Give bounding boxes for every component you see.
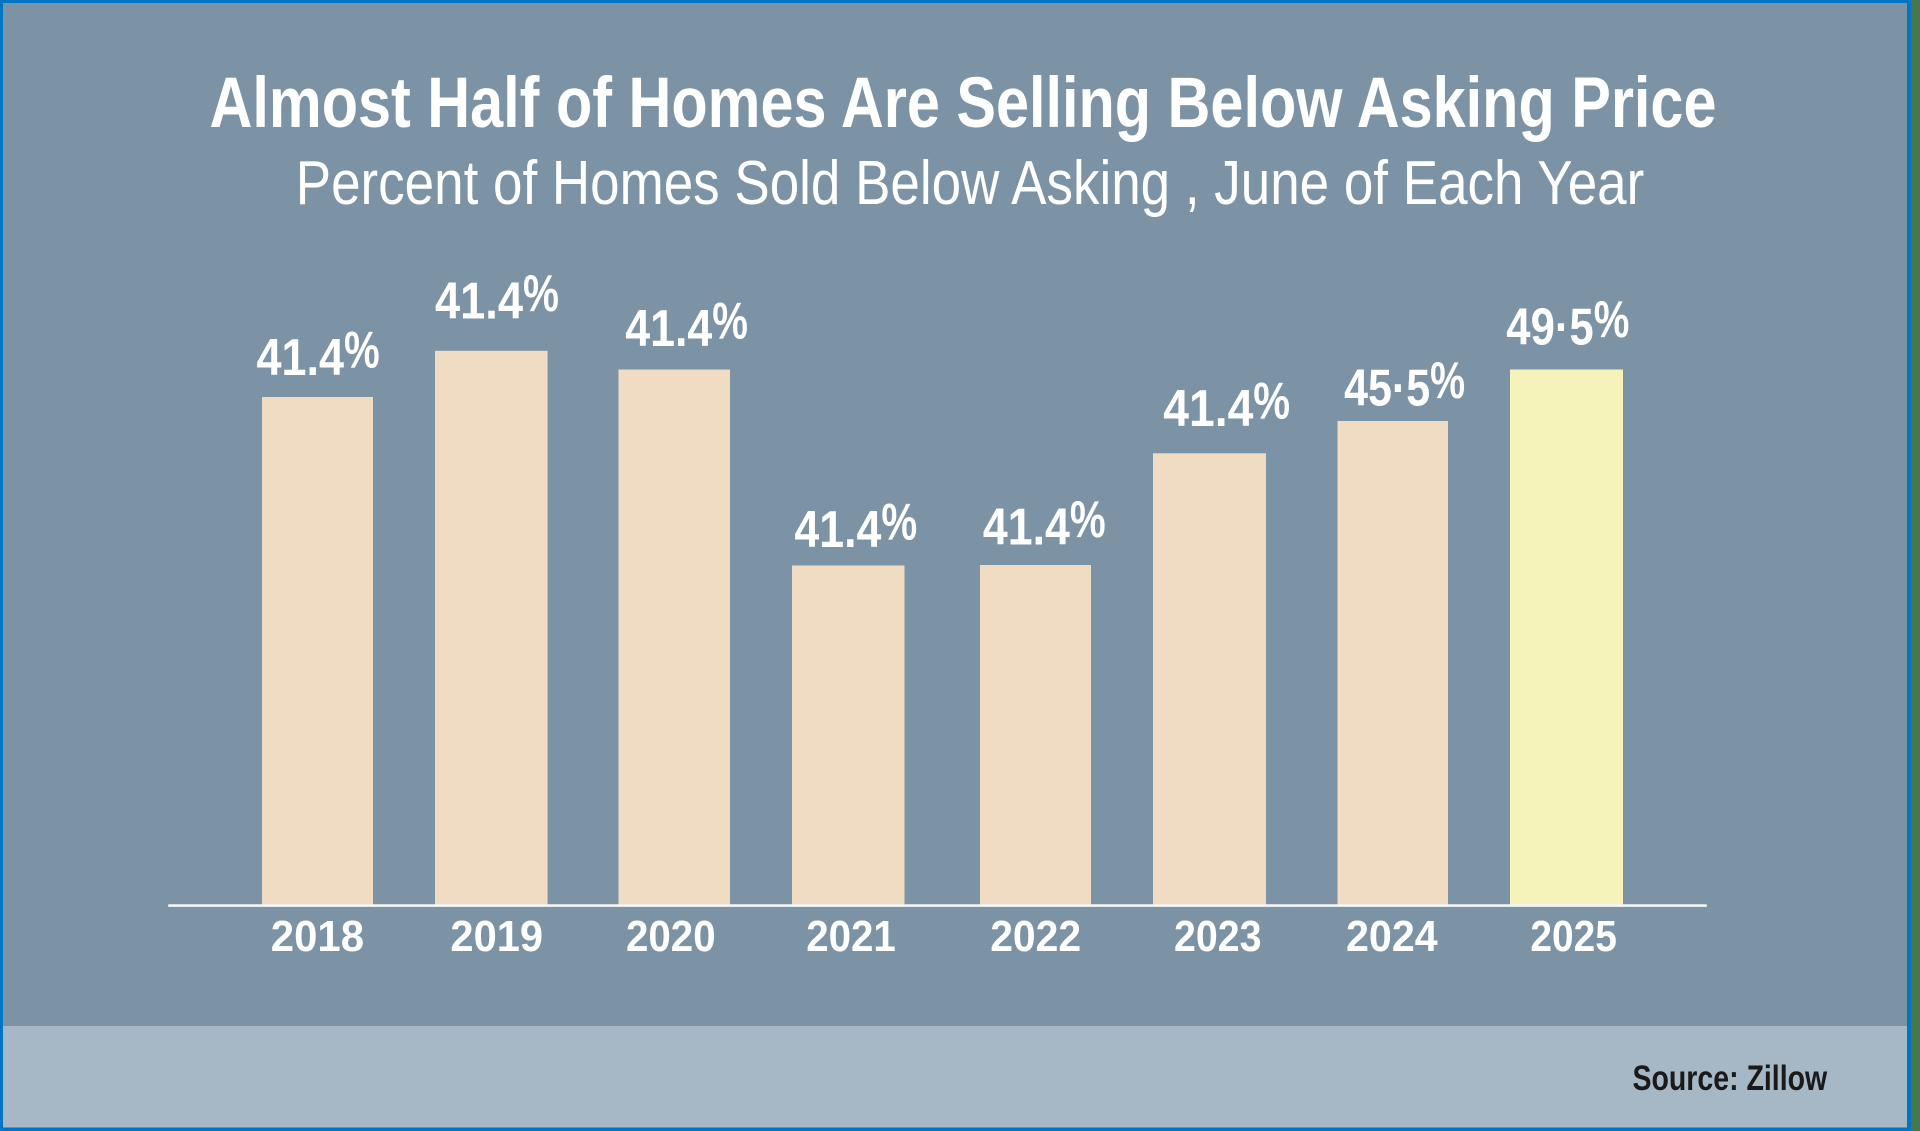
svg-text:%: % — [1594, 290, 1630, 348]
svg-text:%: % — [344, 320, 380, 378]
svg-text:49·5: 49·5 — [1506, 298, 1594, 356]
svg-text:41.4: 41.4 — [983, 498, 1070, 556]
svg-text:%: % — [1253, 371, 1290, 429]
svg-text:Percent of Homes Sold Below As: Percent of Homes Sold Below Asking , Jun… — [296, 148, 1645, 218]
svg-text:%: % — [1070, 490, 1106, 548]
svg-text:2023: 2023 — [1174, 912, 1262, 961]
svg-text:Almost Half of Homes Are Selli: Almost Half of Homes Are Selling Below A… — [210, 64, 1717, 143]
svg-text:2024: 2024 — [1346, 912, 1438, 961]
svg-text:2025: 2025 — [1530, 912, 1617, 961]
svg-text:41.4: 41.4 — [794, 500, 881, 558]
svg-text:41.4: 41.4 — [257, 328, 345, 386]
svg-text:%: % — [523, 264, 559, 322]
svg-text:41.4: 41.4 — [1163, 379, 1253, 437]
svg-text:%: % — [881, 493, 917, 551]
svg-text:%: % — [1430, 351, 1465, 409]
svg-text:41.4: 41.4 — [625, 299, 712, 357]
svg-text:2022: 2022 — [990, 912, 1081, 961]
svg-text:%: % — [712, 292, 748, 350]
svg-text:2020: 2020 — [626, 912, 716, 961]
svg-text:45·5: 45·5 — [1344, 359, 1430, 417]
svg-text:2018: 2018 — [271, 912, 364, 961]
svg-text:Source: Zillow: Source: Zillow — [1633, 1059, 1828, 1098]
svg-text:2021: 2021 — [806, 912, 896, 961]
svg-text:2019: 2019 — [450, 912, 543, 961]
svg-text:41.4: 41.4 — [435, 272, 523, 330]
